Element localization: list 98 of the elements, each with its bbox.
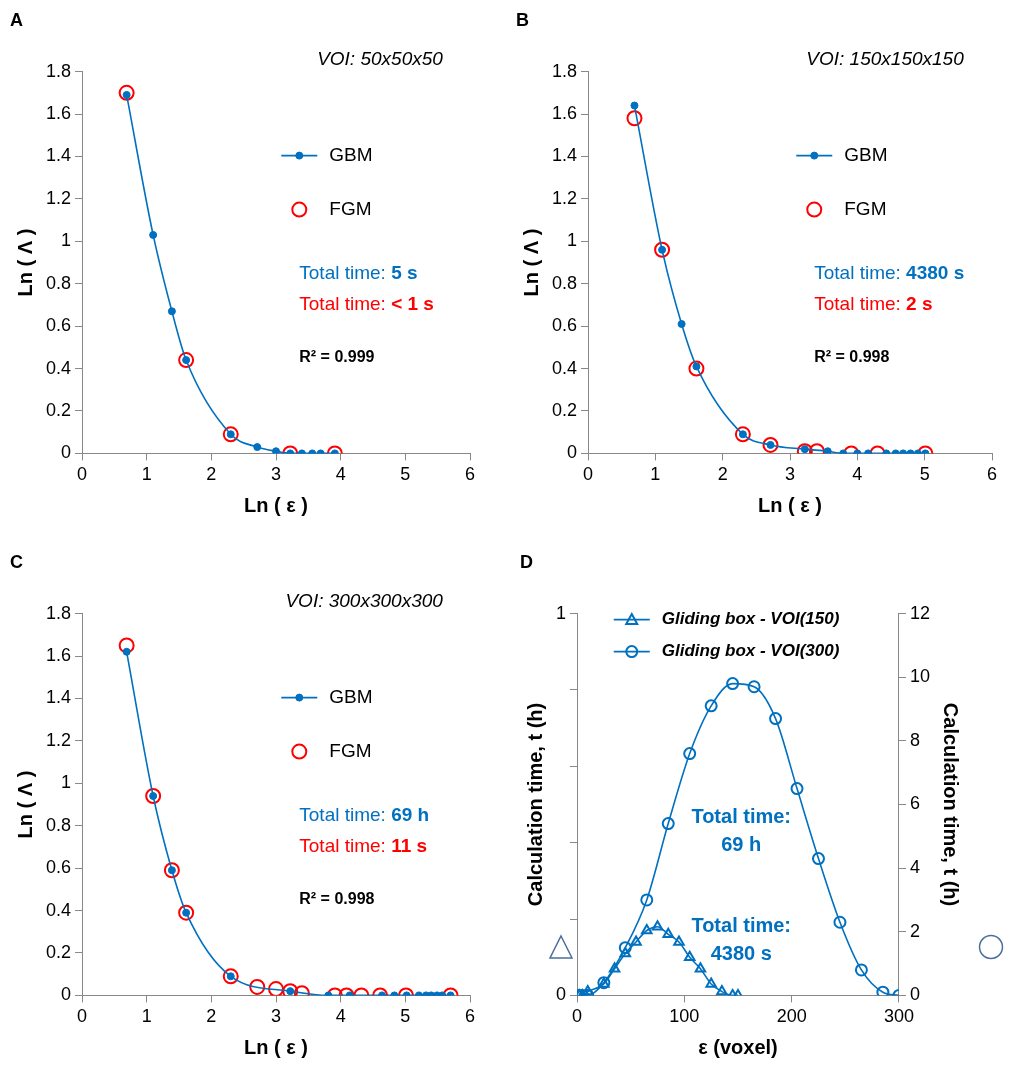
chart-title: D xyxy=(520,551,533,572)
y-axis-title: Ln ( Λ ) xyxy=(13,770,36,839)
annotation: Total time: 2 s xyxy=(814,292,933,314)
x-axis-title: Ln ( ε ) xyxy=(758,493,822,516)
annotation: R² = 0.999 xyxy=(299,348,375,366)
x-tick-label: 2 xyxy=(717,464,728,485)
x-tick-label: 5 xyxy=(400,464,411,485)
y-tick-label: 1 xyxy=(61,772,72,793)
legend-label: FGM xyxy=(329,197,372,219)
y-tick-label: 0.8 xyxy=(45,272,72,293)
y-tick-label: 1.8 xyxy=(45,602,72,623)
x-tick-label: 4 xyxy=(335,1006,346,1027)
annotation: Total time: 4380 s xyxy=(814,262,965,284)
text: VOI: 150x150x150 xyxy=(806,48,965,70)
annotation: Total time: < 1 s xyxy=(299,292,434,314)
x-tick-label: 300 xyxy=(883,1006,914,1027)
y2-axis-title: Calculation time, t (h) xyxy=(940,702,963,907)
x-tick-label: 6 xyxy=(464,464,476,485)
y-tick-label: 0.4 xyxy=(45,899,72,920)
chart-title: C xyxy=(10,551,23,572)
y2-tick-label: 4 xyxy=(909,857,920,878)
y-tick-label: 1.8 xyxy=(551,60,578,81)
y-tick-label: 0 xyxy=(61,984,72,1005)
x-tick-label: 6 xyxy=(464,1006,476,1027)
y-tick-label: 0.6 xyxy=(45,857,72,878)
x-axis-title: Ln ( ε ) xyxy=(244,1035,308,1058)
y-axis-title: Ln ( Λ ) xyxy=(519,228,542,297)
y-tick-label: 0.6 xyxy=(551,315,578,336)
text: VOI: 300x300x300 xyxy=(285,590,444,612)
x-tick-label: 3 xyxy=(271,464,282,485)
y2-tick-label: 2 xyxy=(909,920,920,941)
x-tick-label: 2 xyxy=(206,1006,217,1027)
annotation: Total time: 5 s xyxy=(299,262,418,284)
legend-label: Gliding box - VOI(150) xyxy=(661,609,840,629)
x-tick-label: 1 xyxy=(141,1006,152,1027)
y2-tick-label: 12 xyxy=(909,602,931,623)
y-tick-label: 1.6 xyxy=(45,644,72,665)
x-tick-label: 5 xyxy=(919,464,930,485)
y-tick-label: 0.4 xyxy=(551,357,578,378)
y-tick-label: 0.2 xyxy=(45,399,72,420)
annotation: R² = 0.998 xyxy=(299,890,375,908)
y-tick-label: 1.2 xyxy=(551,187,578,208)
x-tick-label: 4 xyxy=(335,464,346,485)
x-axis-title: Ln ( ε ) xyxy=(244,493,308,516)
x-tick-label: 5 xyxy=(400,1006,411,1027)
y2-tick-label: 8 xyxy=(909,729,920,750)
chart-title: A xyxy=(10,9,23,30)
legend-label: GBM xyxy=(329,143,373,165)
legend-label: GBM xyxy=(329,685,373,707)
y-tick-label: 1 xyxy=(567,230,578,251)
x-tick-label: 3 xyxy=(785,464,796,485)
y-tick-label: 0.4 xyxy=(45,357,72,378)
annotation: R² = 0.998 xyxy=(814,348,890,366)
y-tick-label: 0.2 xyxy=(45,941,72,962)
y2-tick-label: 10 xyxy=(909,666,931,687)
x-tick-label: 0 xyxy=(77,1006,88,1027)
y-tick-label: 1 xyxy=(556,602,567,623)
y-tick-label: 0.6 xyxy=(45,315,72,336)
x-tick-label: 4 xyxy=(852,464,863,485)
chart-title: B xyxy=(516,9,529,30)
y-tick-label: 0.8 xyxy=(551,272,578,293)
y-tick-label: 0 xyxy=(556,984,567,1005)
x-tick-label: 0 xyxy=(583,464,594,485)
annotation: Total time: 69 h xyxy=(299,804,430,826)
y2-tick-label: 6 xyxy=(909,793,920,814)
y-tick-label: 0 xyxy=(567,442,578,463)
y-tick-label: 1.8 xyxy=(45,60,72,81)
legend-label: FGM xyxy=(844,197,887,219)
y-tick-label: 0.2 xyxy=(551,399,578,420)
y-tick-label: 1.4 xyxy=(45,145,72,166)
legend-label: FGM xyxy=(329,739,372,761)
text: VOI: 50x50x50 xyxy=(317,48,444,70)
legend-label: Gliding box - VOI(300) xyxy=(661,641,840,661)
y-tick-label: 1 xyxy=(61,230,72,251)
y-axis-title: Calculation time, t (h) xyxy=(523,702,546,907)
x-axis-title: ε (voxel) xyxy=(698,1035,778,1058)
x-tick-label: 0 xyxy=(77,464,88,485)
y-tick-label: 0 xyxy=(61,442,72,463)
x-tick-label: 2 xyxy=(206,464,217,485)
x-tick-label: 1 xyxy=(650,464,661,485)
y-tick-label: 1.2 xyxy=(45,187,72,208)
x-tick-label: 200 xyxy=(776,1006,807,1027)
legend-label: GBM xyxy=(844,143,888,165)
y-tick-label: 1.6 xyxy=(551,102,578,123)
x-tick-label: 1 xyxy=(141,464,152,485)
y-tick-label: 1.4 xyxy=(551,145,578,166)
annotation: Total time: 11 s xyxy=(299,834,428,856)
x-tick-label: 6 xyxy=(986,464,998,485)
y2-tick-label: 0 xyxy=(909,984,920,1005)
annotation: Total time: 69 h xyxy=(691,804,792,855)
y-axis-title: Ln ( Λ ) xyxy=(13,228,36,297)
y-tick-label: 1.4 xyxy=(45,687,72,708)
y-tick-label: 1.2 xyxy=(45,729,72,750)
y-tick-label: 1.6 xyxy=(45,102,72,123)
x-tick-label: 3 xyxy=(271,1006,282,1027)
x-tick-label: 100 xyxy=(669,1006,700,1027)
y-tick-label: 0.8 xyxy=(45,814,72,835)
annotation: Total time: 4380 s xyxy=(691,913,792,964)
